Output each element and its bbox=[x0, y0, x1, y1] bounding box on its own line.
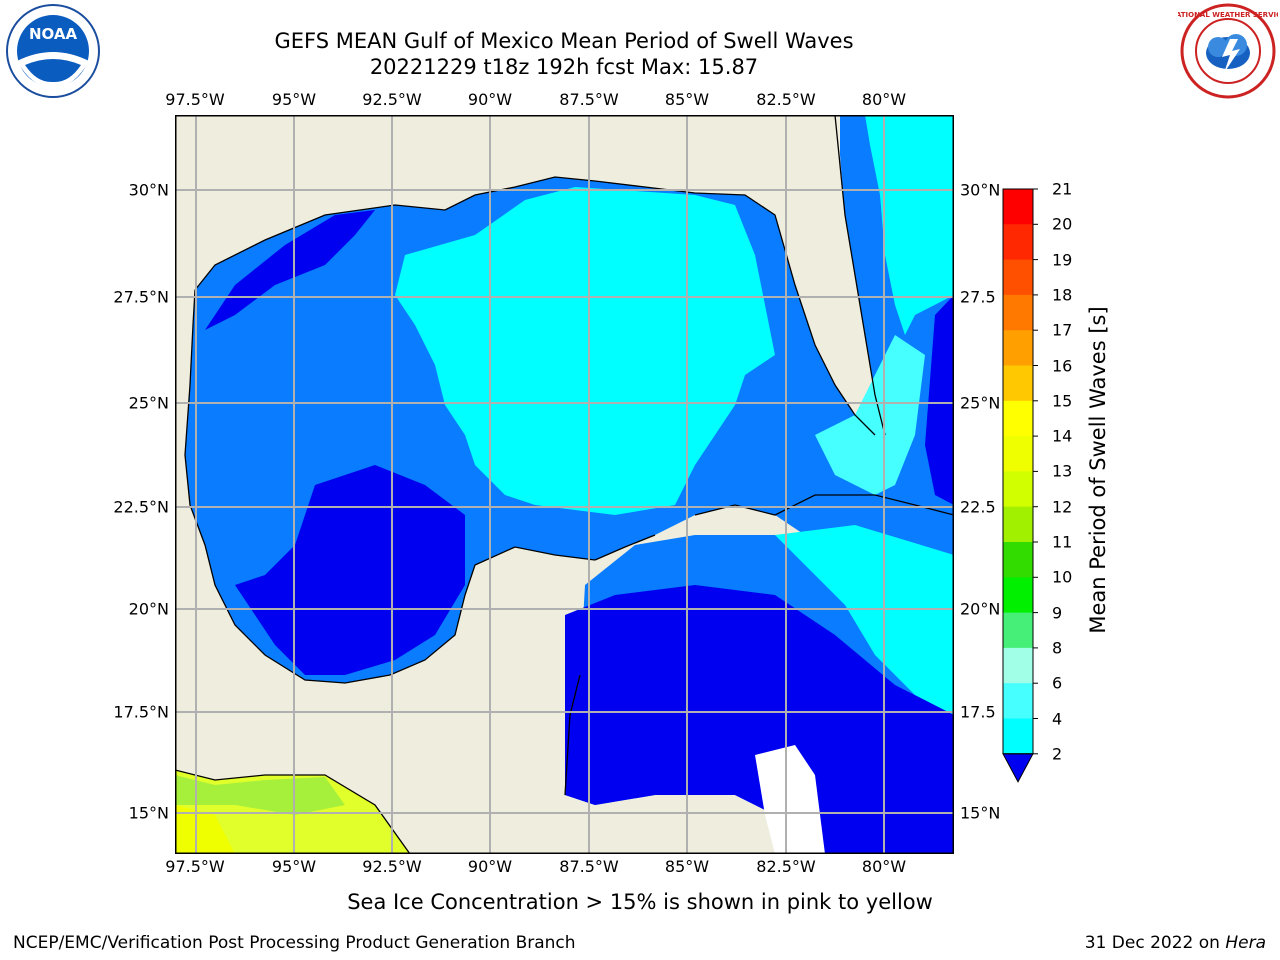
nws-logo: NATIONAL WEATHER SERVICE bbox=[1170, 3, 1280, 103]
lon-tick-bottom: 80°W bbox=[861, 857, 907, 876]
colorbar-segment bbox=[1003, 471, 1033, 508]
colorbar-segment bbox=[1003, 647, 1033, 684]
lon-tick-bottom: 92.5°W bbox=[362, 857, 422, 876]
footer-date: 31 Dec 2022 on Hera bbox=[1085, 933, 1266, 953]
colorbar-label: 20 bbox=[1052, 214, 1073, 234]
footer-host: Hera bbox=[1225, 933, 1266, 953]
atlantic-cyan bbox=[865, 115, 954, 335]
colorbar-label: 14 bbox=[1052, 426, 1073, 446]
map-frame bbox=[175, 115, 954, 854]
caribbean-cyan bbox=[775, 525, 954, 715]
chart-title: GEFS MEAN Gulf of Mexico Mean Period of … bbox=[274, 29, 854, 53]
colorbar-label: 12 bbox=[1052, 497, 1073, 517]
sea-ice-note: Sea Ice Concentration > 15% is shown in … bbox=[347, 890, 933, 914]
noaa-logo: NOAA bbox=[3, 3, 103, 103]
colorbar-label: 17 bbox=[1052, 320, 1073, 340]
map-panel bbox=[175, 115, 954, 854]
colorbar-segment bbox=[1003, 189, 1033, 225]
graticule bbox=[175, 115, 954, 854]
lat-tick-right: 20°N bbox=[960, 599, 1001, 619]
lat-tick-left: 22.5°N bbox=[113, 497, 169, 517]
nws-logo-text: NATIONAL WEATHER SERVICE bbox=[1178, 11, 1278, 19]
colorbar-segment bbox=[1003, 577, 1033, 614]
lon-tick-bottom: 82.5°W bbox=[756, 857, 816, 876]
colorbar-label: 4 bbox=[1052, 709, 1063, 728]
colorbar-label: 21 bbox=[1052, 179, 1073, 199]
colorbar bbox=[1002, 188, 1038, 783]
caribbean-white-gap bbox=[755, 745, 825, 854]
lon-tick-top: 80°W bbox=[861, 90, 907, 109]
lat-tick-right: 17.5 bbox=[960, 702, 996, 722]
pacific-yellow-core bbox=[175, 805, 235, 854]
lat-tick-left: 30°N bbox=[128, 180, 169, 200]
colorbar-label: 11 bbox=[1052, 532, 1073, 552]
lon-tick-bottom: 97.5°W bbox=[165, 857, 225, 876]
lat-tick-right: 30°N bbox=[960, 180, 1001, 200]
colorbar-title: Mean Period of Swell Waves [s] bbox=[1086, 306, 1110, 634]
lon-tick-bottom: 87.5°W bbox=[559, 857, 619, 876]
colorbar-label: 2 bbox=[1052, 744, 1063, 764]
colorbar-label: 9 bbox=[1052, 603, 1063, 623]
bahamas-cyan bbox=[815, 335, 925, 495]
lon-tick-top: 92.5°W bbox=[362, 90, 422, 109]
noaa-logo-text: NOAA bbox=[29, 25, 78, 43]
lon-tick-top: 97.5°W bbox=[165, 90, 225, 109]
caribbean-south-deep bbox=[565, 585, 954, 854]
colorbar-segment bbox=[1003, 294, 1033, 331]
lat-tick-right: 25°N bbox=[960, 393, 1001, 413]
colorbar-label: 6 bbox=[1052, 673, 1063, 693]
colorbar-segment bbox=[1003, 542, 1033, 578]
colorbar-segment bbox=[1003, 718, 1033, 755]
lat-tick-right: 22.5 bbox=[960, 497, 996, 517]
colorbar-extend-arrow bbox=[1002, 753, 1034, 783]
lon-tick-top: 95°W bbox=[271, 90, 317, 109]
lon-tick-top: 85°W bbox=[664, 90, 710, 109]
lat-tick-left: 17.5°N bbox=[113, 702, 169, 722]
florida-straits-deep bbox=[925, 295, 954, 505]
lat-tick-left: 25°N bbox=[128, 393, 169, 413]
colorbar-label: 19 bbox=[1052, 250, 1073, 270]
lon-tick-bottom: 90°W bbox=[467, 857, 513, 876]
lat-tick-left: 27.5°N bbox=[113, 287, 169, 307]
colorbar-segment bbox=[1003, 506, 1033, 543]
gulf-southwest-deep bbox=[235, 465, 465, 675]
lon-tick-top: 82.5°W bbox=[756, 90, 816, 109]
lat-tick-left: 20°N bbox=[128, 599, 169, 619]
colorbar-segment bbox=[1003, 259, 1033, 296]
colorbar-label: 10 bbox=[1052, 567, 1073, 587]
colorbar-segment bbox=[1003, 612, 1033, 649]
lon-tick-bottom: 95°W bbox=[271, 857, 317, 876]
gulf-west-deep bbox=[205, 210, 375, 330]
lat-tick-right: 27.5 bbox=[960, 287, 996, 307]
colorbar-segment bbox=[1003, 365, 1033, 402]
colorbar-segment bbox=[1003, 400, 1033, 437]
colorbar-segment bbox=[1003, 224, 1033, 261]
lon-tick-top: 87.5°W bbox=[559, 90, 619, 109]
colorbar-label: 18 bbox=[1052, 285, 1073, 305]
colorbar-label: 16 bbox=[1052, 356, 1073, 375]
chart-subtitle: 20221229 t18z 192h fcst Max: 15.87 bbox=[369, 55, 759, 79]
colorbar-segment bbox=[1003, 683, 1033, 719]
colorbar-segment bbox=[1003, 436, 1033, 472]
colorbar-label: 15 bbox=[1052, 391, 1073, 411]
colorbar-label: 8 bbox=[1052, 638, 1063, 658]
lon-tick-bottom: 85°W bbox=[664, 857, 710, 876]
colorbar-segment bbox=[1003, 330, 1033, 366]
colorbar-label: 13 bbox=[1052, 461, 1073, 481]
lat-tick-left: 15°N bbox=[128, 803, 169, 823]
footer-date-text: 31 Dec 2022 on bbox=[1084, 933, 1226, 953]
pacific-green-band bbox=[175, 775, 345, 815]
lon-tick-top: 90°W bbox=[467, 90, 513, 109]
lat-tick-right: 15°N bbox=[960, 803, 1001, 823]
footer-credit: NCEP/EMC/Verification Post Processing Pr… bbox=[13, 933, 576, 953]
